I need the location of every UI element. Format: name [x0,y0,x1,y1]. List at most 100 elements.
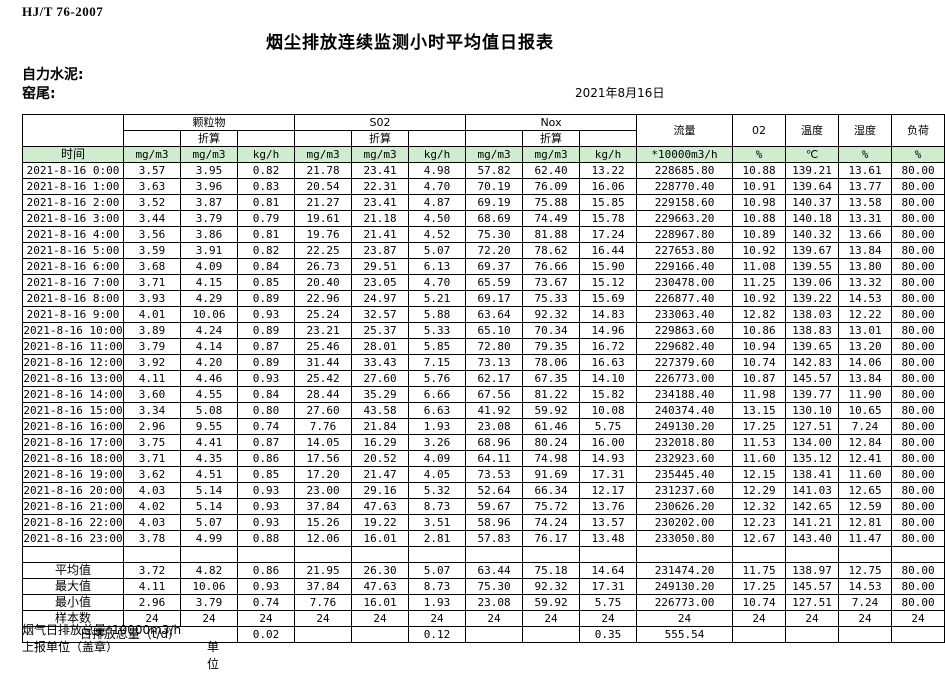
cell-value: 249130.20 [636,418,734,435]
cell-value: 0.79 [236,210,296,227]
cell-value: 74.24 [522,514,581,531]
cell-value: 7.76 [294,418,353,435]
flue-gas-total-label: 烟气日排放总量*10000m3/h [22,623,182,637]
summary-value: 17.25 [732,578,787,595]
cell-value: 75.33 [522,290,581,307]
cell-value: 65.59 [465,274,524,291]
cell-value: 16.00 [579,434,638,451]
cell-value: 81.22 [522,386,581,403]
summary-value: 226773.00 [636,594,734,611]
cell-value: 72.80 [465,338,524,355]
cell-timestamp: 2021-8-16 5:00 [22,242,124,259]
summary-value: 4.82 [180,562,238,579]
summary-value: 24 [465,610,524,627]
summary-value: 37.84 [294,578,353,595]
cell-value: 80.00 [891,498,945,515]
cell-value: 13.31 [838,210,893,227]
cell-value: 12.06 [294,530,353,547]
summary-value: 47.63 [351,578,410,595]
cell-value: 4.98 [408,162,467,179]
cell-value: 19.76 [294,226,353,243]
header-unit-nox-raw: mg/m3 [465,146,524,163]
header-nox-kgh-blank [579,130,638,147]
daily-total-blank [785,626,840,643]
cell-value: 16.06 [579,178,638,195]
cell-value: 69.37 [465,258,524,275]
summary-value: 16.01 [351,594,410,611]
summary-value: 21.95 [294,562,353,579]
cell-value: 73.13 [465,354,524,371]
summary-value: 80.00 [891,594,945,611]
cell-value: 17.24 [579,226,638,243]
summary-value: 5.07 [408,562,467,579]
cell-value: 12.67 [732,530,787,547]
cell-value: 0.84 [236,386,296,403]
table-row: 2021-8-16 19:00 3.62 4.51 0.85 17.20 21.47 4.0… [22,466,945,483]
cell-value: 12.59 [838,498,893,515]
summary-value: 0.86 [236,562,296,579]
summary-row: 最小值 2.96 3.79 0.74 7.76 16.01 1.93 23.08 59.92 5.… [22,594,945,611]
table-row: 2021-8-16 0:00 3.57 3.95 0.82 21.78 23.41 4.98… [22,162,945,179]
spacer-cell [838,546,893,563]
cell-timestamp: 2021-8-16 10:00 [22,322,124,339]
cell-value: 75.30 [465,226,524,243]
cell-value: 81.88 [522,226,581,243]
cell-value: 139.64 [785,178,840,195]
cell-value: 35.29 [351,386,410,403]
cell-value: 0.84 [236,258,296,275]
cell-timestamp: 2021-8-16 23:00 [22,530,124,547]
cell-value: 31.44 [294,354,353,371]
cell-value: 25.37 [351,322,410,339]
emissions-report-table: 颗粒物 S02 Nox 流量 02 温度 湿度 负荷 折算 折算 折算 时间 m… [22,114,945,643]
cell-value: 16.29 [351,434,410,451]
cell-value: 12.17 [579,482,638,499]
spacer-cell [522,546,581,563]
cell-value: 92.32 [522,306,581,323]
cell-value: 80.00 [891,514,945,531]
cell-value: 9.55 [180,418,238,435]
cell-value: 23.41 [351,162,410,179]
cell-value: 13.48 [579,530,638,547]
spacer-cell [732,546,787,563]
cell-value: 25.46 [294,338,353,355]
daily-total-blank [838,626,893,643]
cell-value: 66.34 [522,482,581,499]
cell-value: 13.84 [838,370,893,387]
header-group-o2: 02 [732,114,787,147]
table-row: 2021-8-16 16:00 2.96 9.55 0.74 7.76 21.84 1.93… [22,418,945,435]
cell-value: 0.82 [236,162,296,179]
hourly-data-body: 2021-8-16 0:00 3.57 3.95 0.82 21.78 23.41 4.98… [22,162,945,547]
cell-value: 5.07 [408,242,467,259]
cell-timestamp: 2021-8-16 16:00 [22,418,124,435]
summary-row: 最大值 4.11 10.06 0.93 37.84 47.63 8.73 75.30 92.32… [22,578,945,595]
cell-value: 47.63 [351,498,410,515]
header-group-humidity: 湿度 [838,114,893,147]
cell-value: 227653.80 [636,242,734,259]
cell-value: 4.02 [123,498,181,515]
spacer-cell [351,546,410,563]
cell-value: 8.73 [408,498,467,515]
spacer-cell [636,546,734,563]
cell-value: 3.79 [180,210,238,227]
cell-value: 138.03 [785,306,840,323]
cell-value: 3.95 [180,162,238,179]
summary-value: 145.57 [785,578,840,595]
cell-value: 235445.40 [636,466,734,483]
cell-value: 234188.40 [636,386,734,403]
cell-value: 4.24 [180,322,238,339]
cell-value: 12.22 [838,306,893,323]
table-row: 2021-8-16 5:00 3.59 3.91 0.82 22.25 23.87 5.07… [22,242,945,259]
cell-value: 73.67 [522,274,581,291]
cell-timestamp: 2021-8-16 21:00 [22,498,124,515]
table-row: 2021-8-16 8:00 3.93 4.29 0.89 22.96 24.97 5.21… [22,290,945,307]
cell-timestamp: 2021-8-16 12:00 [22,354,124,371]
cell-value: 4.50 [408,210,467,227]
cell-value: 75.72 [522,498,581,515]
cell-value: 4.46 [180,370,238,387]
cell-value: 3.26 [408,434,467,451]
cell-value: 227379.60 [636,354,734,371]
cell-value: 10.87 [732,370,787,387]
summary-value: 11.75 [732,562,787,579]
cell-value: 3.62 [123,466,181,483]
table-row: 2021-8-16 20:00 4.03 5.14 0.93 23.00 29.16 5.3… [22,482,945,499]
